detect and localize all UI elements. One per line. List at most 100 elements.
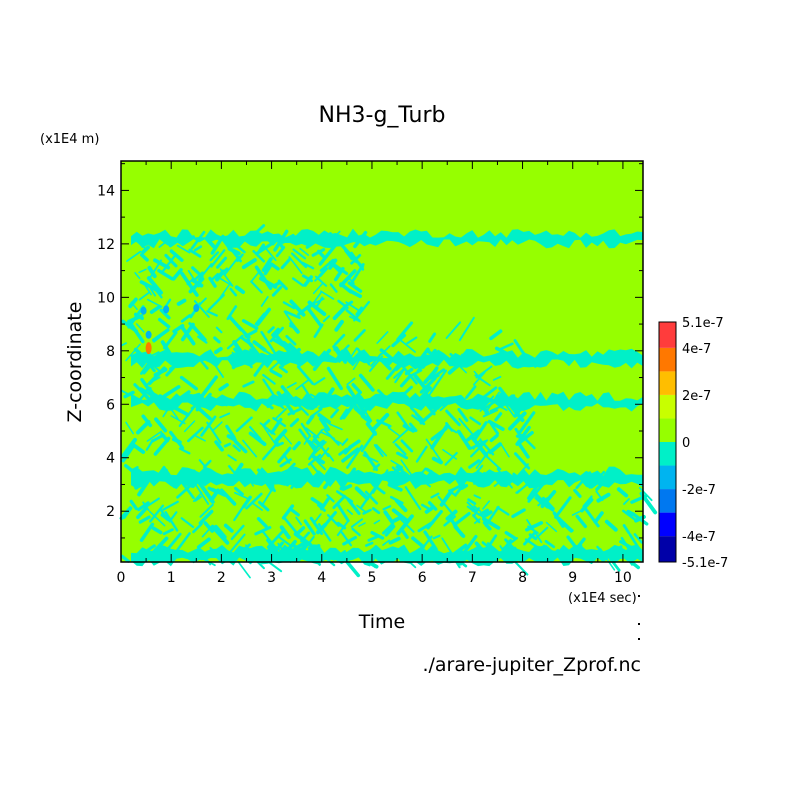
field-streak (263, 264, 272, 276)
field-streak (545, 521, 558, 533)
field-streak (139, 522, 155, 542)
field-streak (508, 411, 527, 431)
field-streak (135, 323, 145, 333)
field-streak (158, 394, 170, 402)
field-streak (332, 305, 347, 321)
field-streak (458, 316, 475, 342)
field-streak (301, 261, 315, 270)
field-streak (237, 560, 251, 579)
field-streak (296, 365, 314, 385)
field-streak (309, 408, 323, 419)
field-streak (439, 488, 454, 507)
field-streak (284, 517, 298, 534)
field-streak (373, 444, 384, 458)
field-streak (320, 431, 336, 440)
field-streak (514, 427, 525, 442)
field-streak (203, 521, 215, 533)
field-streak (293, 532, 313, 547)
field-streak (400, 340, 416, 353)
colorbar-swatch (659, 489, 676, 513)
field-streak (179, 324, 196, 346)
field-streak (347, 281, 363, 293)
x-tick-label: 3 (267, 570, 276, 586)
field-streak (519, 433, 536, 450)
field-streak (148, 510, 166, 527)
field-streak (428, 332, 437, 343)
field-streak (233, 491, 248, 499)
field-streak (277, 279, 288, 291)
field-streak (281, 504, 295, 520)
field-streak (554, 496, 572, 519)
field-streak (255, 307, 271, 327)
field-streak (137, 501, 150, 512)
field-streak (406, 336, 418, 345)
field-streak (484, 505, 500, 527)
colorbar-swatch (659, 465, 676, 490)
field-streak (254, 312, 265, 325)
field-streak (345, 308, 361, 322)
field-streak (396, 321, 414, 342)
field-streak (482, 500, 491, 510)
field-streak (623, 498, 630, 505)
field-streak (154, 417, 168, 433)
field-streak (133, 383, 151, 401)
field-streak (313, 377, 326, 386)
field-streak (271, 327, 281, 338)
field-streak (336, 503, 350, 523)
y-tick-label: 6 (106, 397, 115, 413)
field-streak (225, 424, 236, 440)
field-streak (473, 494, 482, 499)
field-streak (179, 375, 198, 391)
field-streak (351, 383, 362, 395)
field-streak (489, 433, 499, 443)
colorbar-swatch (659, 394, 676, 419)
field-streak (261, 423, 278, 447)
y-axis: 2 4 6 8 10 12 14 (97, 163, 643, 539)
field-streak (260, 295, 269, 307)
field-streak (271, 337, 286, 348)
field-streak (622, 524, 631, 535)
field-streak (125, 421, 134, 435)
x-tick-label: 8 (518, 570, 527, 586)
field-streak (353, 329, 366, 342)
field-streak (399, 374, 412, 388)
field-streak (284, 310, 301, 319)
field-streak (208, 276, 217, 288)
field-streak (344, 249, 353, 261)
y-tick-label: 10 (97, 290, 115, 306)
field-streak (134, 272, 141, 280)
field-streak (444, 451, 458, 466)
field-streak (226, 434, 237, 442)
field-band (131, 348, 643, 369)
field-streak (146, 430, 163, 442)
field-streak (169, 249, 184, 262)
field-streak (164, 511, 179, 532)
field-streak (172, 437, 182, 445)
field-streak (482, 517, 501, 530)
colorbar-label: -5.1e-7 (682, 556, 728, 571)
field-streak (210, 524, 230, 545)
field-streak (144, 497, 160, 509)
field-streak (282, 340, 296, 353)
field-streak (292, 441, 301, 451)
field-streak (326, 514, 340, 527)
field-streak (271, 285, 283, 297)
field-spot (140, 306, 147, 315)
field-streak (445, 409, 461, 427)
field-streak (126, 250, 142, 262)
field-streak (298, 428, 316, 452)
field-streak (317, 413, 331, 425)
field-streak (307, 300, 327, 317)
field-streak (200, 415, 217, 437)
field-streak (227, 454, 237, 462)
field-streak (199, 503, 214, 518)
field-streak (119, 506, 133, 521)
chart-title: NH3-g_Turb (319, 103, 446, 128)
field-streak (145, 376, 161, 386)
field-streak (341, 484, 353, 491)
field-streak (223, 523, 234, 533)
x-tick-label: 2 (217, 570, 226, 586)
field-streak (580, 497, 594, 513)
field-streak (242, 439, 258, 458)
